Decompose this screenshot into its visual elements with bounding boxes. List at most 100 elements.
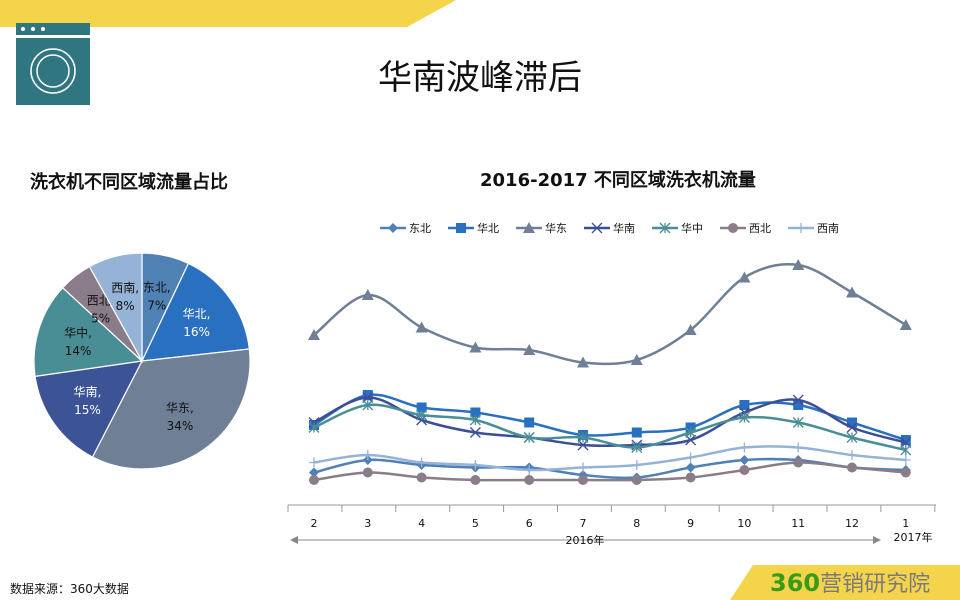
data-point-华东 bbox=[846, 286, 858, 298]
x-tick-label: 4 bbox=[418, 517, 425, 530]
series-line-华东 bbox=[313, 263, 907, 366]
series-line-华中 bbox=[313, 403, 907, 452]
legend-marker-icon bbox=[388, 223, 398, 233]
data-point-西北 bbox=[470, 475, 481, 485]
year-label-2017: 2017年 bbox=[894, 530, 933, 544]
legend-label: 华东 bbox=[545, 221, 567, 235]
data-point-华北 bbox=[416, 402, 427, 413]
data-point-华中 bbox=[846, 432, 858, 443]
data-point-华北 bbox=[631, 427, 642, 438]
logo: 360营销研究院 bbox=[770, 566, 930, 598]
data-point-西北 bbox=[309, 475, 319, 485]
data-point-华中 bbox=[738, 412, 750, 423]
data-point-西北 bbox=[793, 457, 804, 468]
legend-item-西南: 西南 bbox=[788, 222, 839, 235]
x-tick-label: 1 bbox=[902, 517, 909, 530]
pie-value-label: 34% bbox=[167, 419, 194, 433]
series-西北 bbox=[309, 457, 911, 485]
data-point-华中 bbox=[900, 444, 912, 456]
data-point-华南 bbox=[792, 394, 804, 406]
series-华东 bbox=[308, 259, 912, 368]
series-西南 bbox=[309, 442, 911, 475]
data-point-华东 bbox=[577, 356, 589, 368]
data-point-华东 bbox=[308, 329, 320, 340]
logo-number: 360 bbox=[770, 569, 821, 597]
pie-value-label: 8% bbox=[116, 299, 135, 313]
x-tick-label: 6 bbox=[526, 517, 533, 530]
data-point-华东 bbox=[684, 324, 697, 335]
data-point-东北 bbox=[685, 462, 696, 473]
data-point-华北 bbox=[739, 400, 750, 410]
x-tick-label: 3 bbox=[364, 517, 371, 530]
arrow-left-icon bbox=[290, 536, 298, 544]
data-point-华南 bbox=[846, 422, 858, 433]
pie-value-label: 16% bbox=[183, 325, 210, 339]
data-point-华中 bbox=[577, 432, 589, 443]
legend-marker-icon bbox=[659, 222, 671, 234]
x-tick-label: 7 bbox=[580, 517, 587, 530]
legend-marker-icon bbox=[796, 223, 806, 233]
data-point-华北 bbox=[524, 417, 535, 428]
data-point-西北 bbox=[847, 462, 857, 473]
x-tick-label: 10 bbox=[737, 517, 751, 530]
top-yellow-band bbox=[0, 0, 456, 27]
data-point-西南 bbox=[470, 460, 481, 470]
legend-label: 华南 bbox=[613, 221, 635, 235]
data-point-华北 bbox=[793, 400, 804, 410]
data-point-华中 bbox=[416, 409, 428, 421]
data-point-华东 bbox=[899, 319, 912, 330]
pie-slice-华北 bbox=[140, 262, 250, 362]
legend-item-华东: 华东 bbox=[516, 221, 567, 235]
data-point-西北 bbox=[739, 465, 750, 475]
data-point-华北 bbox=[470, 407, 481, 418]
line-chart-title: 2016-2017 不同区域洗衣机流量 bbox=[480, 170, 756, 191]
data-point-华东 bbox=[415, 321, 428, 333]
x-tick-label: 2 bbox=[311, 517, 318, 530]
x-tick-label: 9 bbox=[687, 517, 694, 530]
data-point-西北 bbox=[362, 467, 373, 478]
data-point-华北 bbox=[362, 390, 373, 400]
legend-item-西北: 西北 bbox=[720, 222, 771, 235]
legend-label: 东北 bbox=[409, 222, 431, 235]
pie-value-label: 15% bbox=[74, 403, 101, 417]
data-point-华中 bbox=[523, 432, 535, 443]
data-point-西北 bbox=[631, 475, 642, 485]
legend-label: 西北 bbox=[749, 222, 771, 235]
data-point-西南 bbox=[309, 457, 319, 468]
pie-chart-title: 洗衣机不同区域流量占比 bbox=[30, 172, 228, 193]
pie-label: 东北, bbox=[143, 281, 171, 295]
data-point-西北 bbox=[900, 467, 911, 478]
pie-label: 华北, bbox=[183, 307, 211, 321]
data-point-西南 bbox=[416, 457, 427, 468]
series-line-华北 bbox=[313, 393, 907, 442]
legend-marker-icon bbox=[728, 223, 738, 233]
series-line-华南 bbox=[313, 396, 907, 448]
legend-item-华中: 华中 bbox=[652, 221, 703, 235]
data-point-西南 bbox=[578, 462, 588, 473]
pie-value-label: 5% bbox=[91, 311, 110, 325]
data-point-华东 bbox=[792, 259, 805, 270]
year-label-2016: 2016年 bbox=[566, 533, 605, 547]
x-tick-label: 5 bbox=[472, 517, 479, 530]
pie-slice-西南 bbox=[88, 252, 143, 364]
series-华中 bbox=[308, 399, 912, 456]
legend-marker-icon bbox=[456, 223, 466, 233]
data-point-华东 bbox=[738, 271, 751, 283]
bottom-yellow-band bbox=[730, 565, 960, 600]
legend-item-华南: 华南 bbox=[584, 221, 635, 235]
data-point-华中 bbox=[469, 414, 481, 426]
data-point-华东 bbox=[523, 344, 536, 355]
data-point-华中 bbox=[362, 399, 374, 411]
data-point-西北 bbox=[524, 475, 535, 485]
pie-value-label: 7% bbox=[147, 299, 166, 313]
x-tick-label: 8 bbox=[633, 517, 640, 530]
data-point-华北 bbox=[847, 417, 857, 428]
arrow-right-icon bbox=[873, 536, 881, 544]
pie-chart: 东北,7%华北,16%华东,34%华南,15%华中,14%西北,5%西南,8% bbox=[33, 252, 251, 470]
pie-slice-华中 bbox=[33, 286, 144, 378]
data-point-西南 bbox=[739, 442, 750, 453]
pie-label: 西南, bbox=[111, 280, 139, 295]
legend-label: 西南 bbox=[817, 222, 839, 235]
data-point-华中 bbox=[685, 427, 697, 438]
